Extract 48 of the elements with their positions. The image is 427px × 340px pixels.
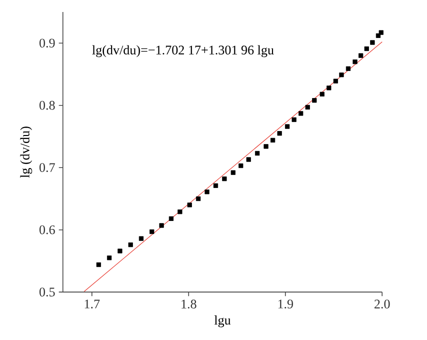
point [305,104,310,110]
point [96,262,101,267]
point [370,40,375,45]
point [150,229,154,234]
point [230,170,236,175]
point [352,59,358,64]
point [196,196,201,201]
point [138,236,144,241]
x-tick-label: 1.7 [84,300,100,308]
point [222,176,227,182]
y-tick-label: 0.9 [40,38,55,48]
point [238,163,244,168]
x-tick-label: 1.9 [278,300,293,308]
point [168,216,174,221]
x-axis-title: lgu [214,315,231,328]
point [107,255,112,260]
y-axis-title: lg (dv/du) [20,126,32,178]
point [378,30,384,35]
point [246,157,251,162]
point [187,202,192,208]
point [264,144,268,149]
point [364,46,369,51]
point [118,248,122,254]
y-tick-label: 0.8 [40,100,55,110]
point [358,53,364,58]
point [339,72,344,78]
point [333,78,338,84]
point [204,190,210,194]
point [346,66,351,71]
y-tick-label: 0.7 [40,163,55,172]
point [128,242,133,248]
point [270,138,276,142]
y-tick-label: 0.5 [40,288,55,296]
point [298,111,304,116]
point [277,131,282,136]
point [178,209,182,214]
annotation: lg(dv/du)=−1.702 17+1.301 96 lgu [92,45,274,58]
point [320,92,324,96]
point [285,124,290,129]
point [255,150,260,156]
point [312,98,317,103]
point [159,223,164,228]
y-tick-label: 0.6 [40,225,55,234]
point [326,86,332,90]
x-tick-label: 1.8 [182,300,196,308]
point [292,117,296,122]
x-tick-label: 2.0 [374,300,390,308]
point [213,183,218,188]
